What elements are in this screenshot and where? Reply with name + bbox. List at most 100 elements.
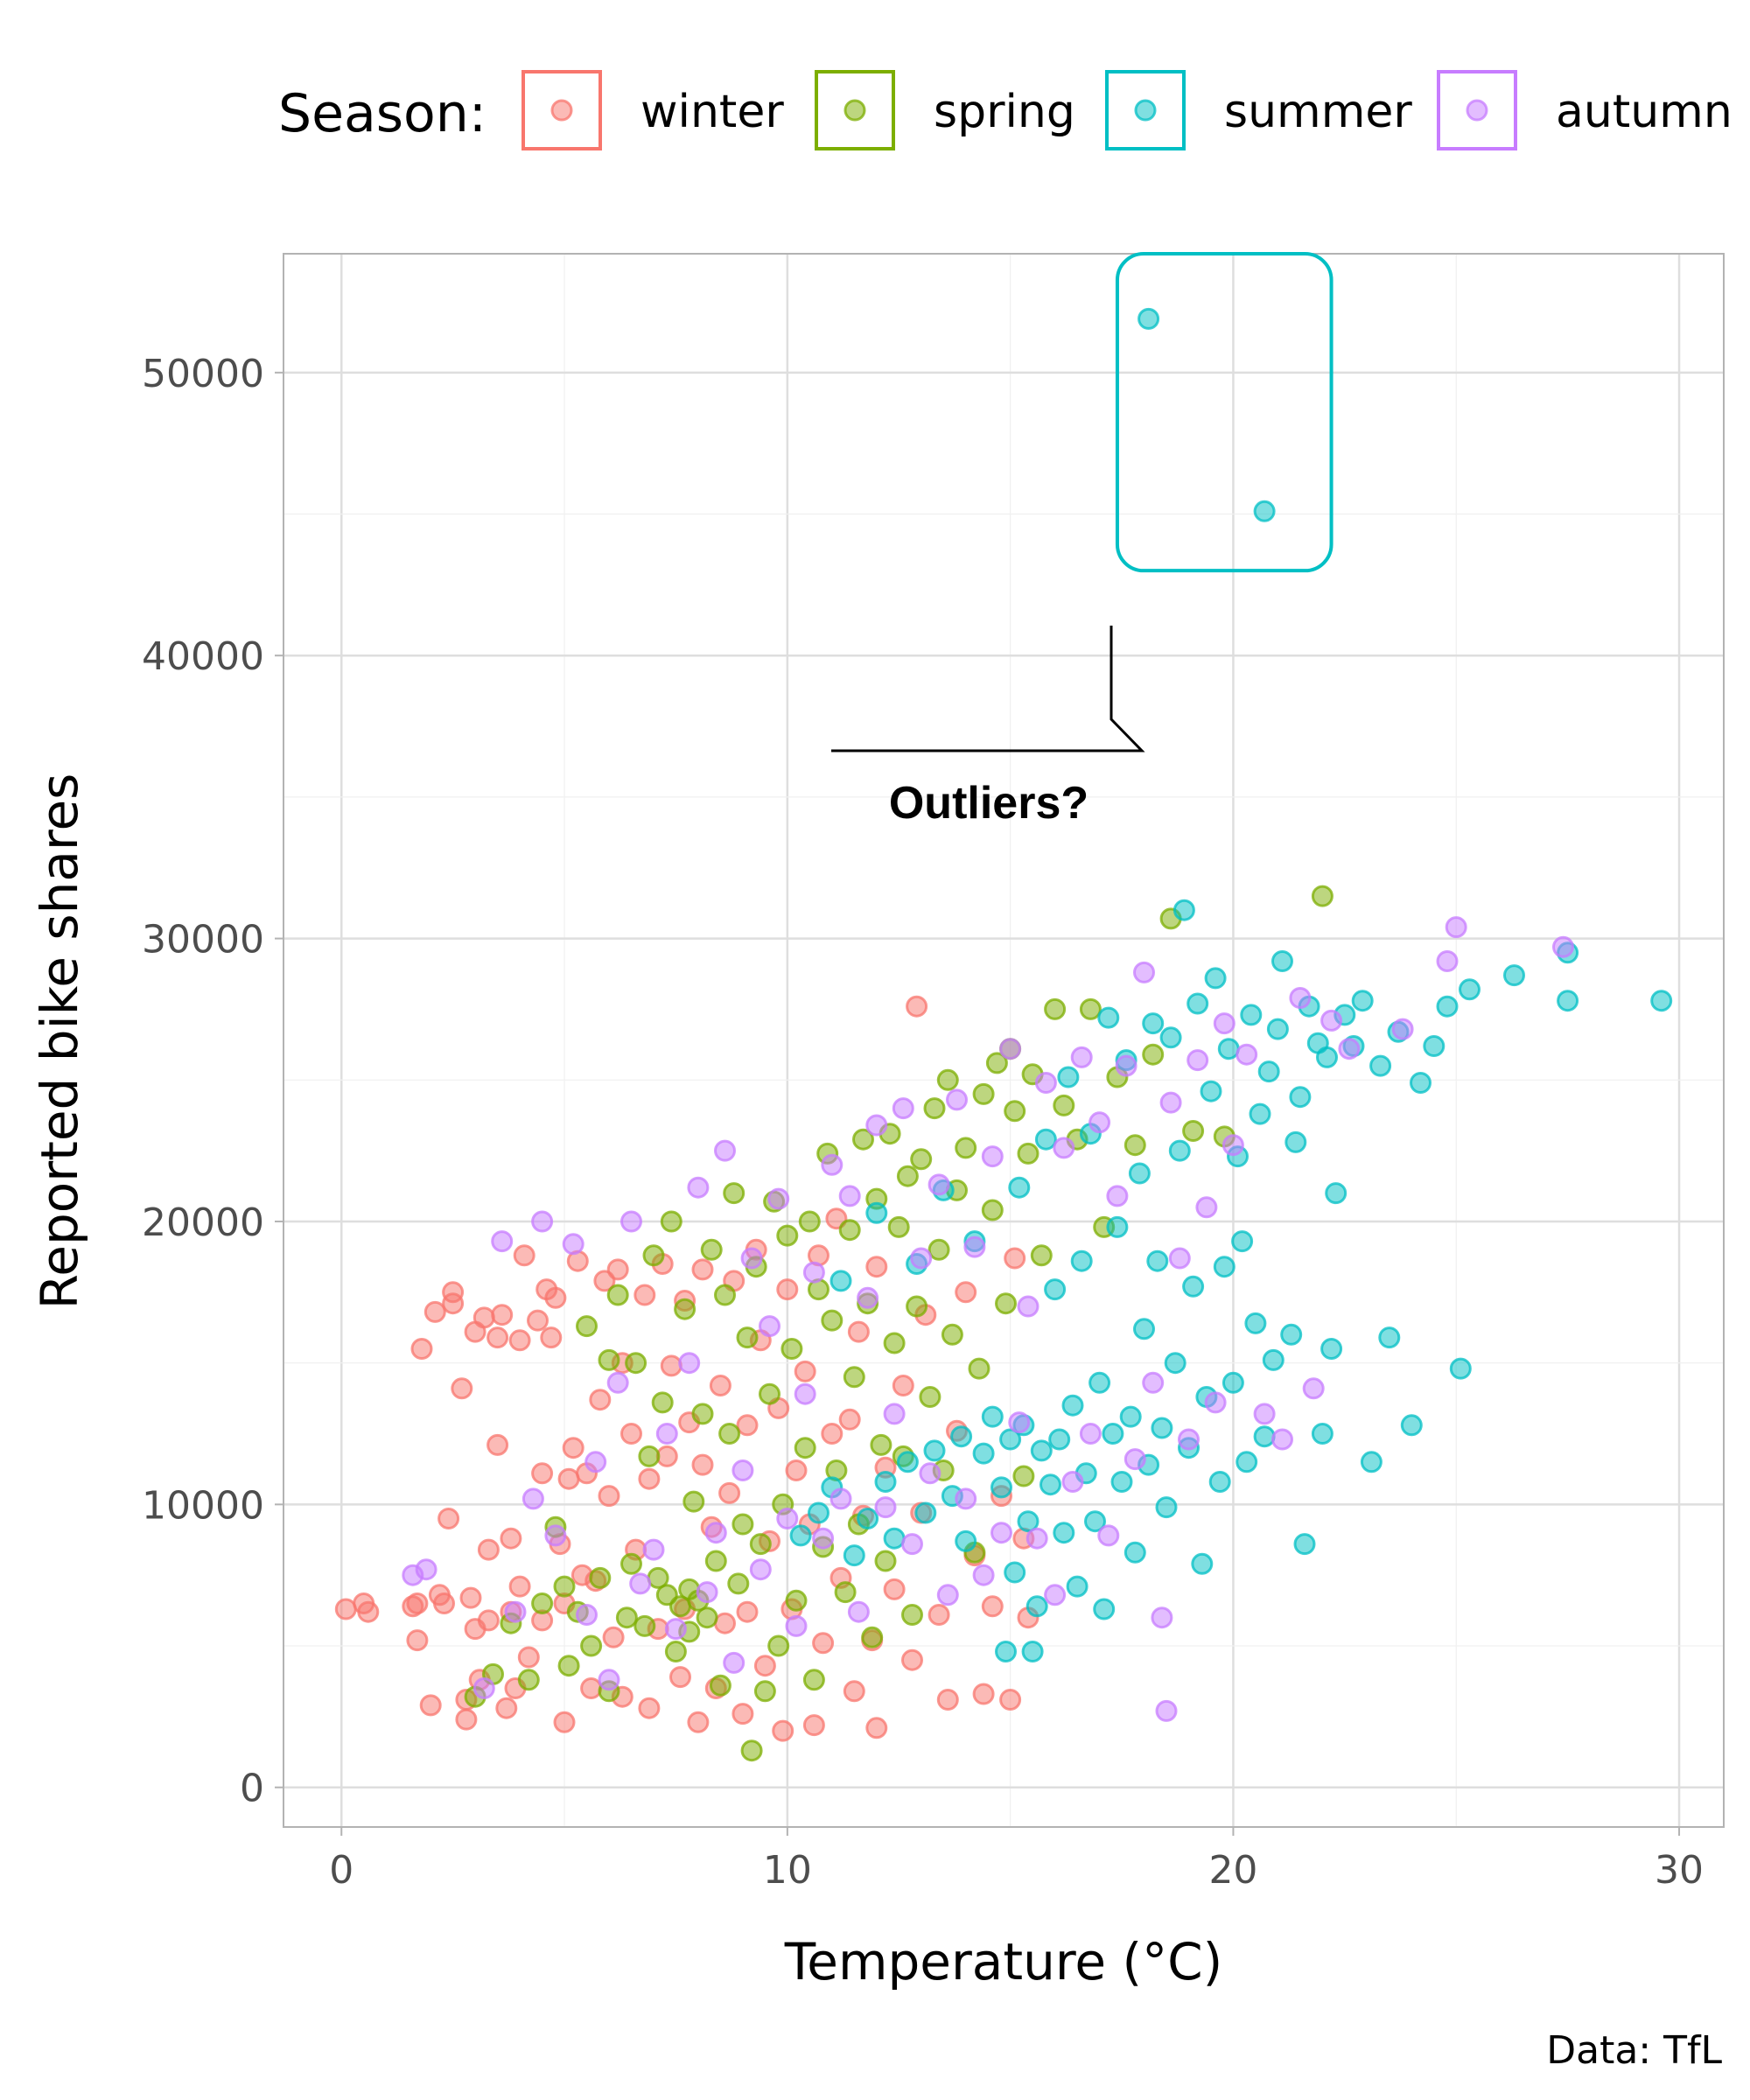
- point-winter: [508, 1575, 531, 1598]
- point-summer: [1204, 967, 1227, 990]
- outlier-annotation: Outliers?: [831, 252, 1334, 829]
- point-spring: [1004, 1100, 1026, 1123]
- point-spring: [883, 1332, 906, 1354]
- point-summer: [1423, 1035, 1446, 1057]
- point-autumn: [946, 1088, 968, 1111]
- point-autumn: [1097, 1524, 1120, 1547]
- point-winter: [838, 1408, 861, 1431]
- point-summer: [1133, 1318, 1155, 1340]
- point-spring: [928, 1238, 950, 1261]
- point-winter: [901, 1648, 923, 1671]
- point-autumn: [865, 1114, 888, 1137]
- point-spring: [995, 1292, 1017, 1315]
- point-winter: [602, 1626, 625, 1648]
- point-spring: [901, 1604, 923, 1626]
- point-winter: [544, 1286, 567, 1309]
- point-winter: [865, 1717, 888, 1740]
- point-summer: [843, 1544, 865, 1567]
- point-winter: [620, 1423, 642, 1445]
- point-spring: [638, 1445, 661, 1467]
- point-winter: [442, 1292, 465, 1315]
- point-winter: [687, 1711, 710, 1733]
- point-autumn: [1044, 1584, 1067, 1606]
- point-autumn: [1222, 1134, 1244, 1157]
- legend-label-summer: summer: [1224, 86, 1412, 138]
- point-autumn: [1271, 1428, 1293, 1451]
- point-autumn: [999, 1038, 1022, 1060]
- point-summer: [1124, 1541, 1146, 1564]
- point-summer: [1459, 978, 1480, 1001]
- point-autumn: [1115, 1054, 1138, 1077]
- point-winter: [491, 1304, 514, 1326]
- point-summer: [1320, 1338, 1343, 1360]
- point-autumn: [1436, 950, 1459, 972]
- point-winter: [794, 1360, 816, 1382]
- point-autumn: [1008, 1411, 1031, 1434]
- point-autumn: [1124, 1448, 1146, 1471]
- point-summer: [1088, 1371, 1111, 1394]
- point-summer: [1106, 1215, 1129, 1238]
- point-autumn: [1186, 1049, 1209, 1072]
- point-summer: [972, 1442, 995, 1465]
- point-spring: [941, 1323, 963, 1346]
- x-axis-title: Temperature (°C): [784, 1932, 1223, 1992]
- point-autumn: [704, 1522, 727, 1544]
- point-winter: [589, 1389, 612, 1411]
- point-summer: [896, 1451, 919, 1474]
- point-autumn: [472, 1677, 495, 1699]
- point-winter: [477, 1538, 500, 1561]
- point-summer: [1040, 1474, 1061, 1496]
- point-summer: [1142, 1012, 1165, 1035]
- point-spring: [620, 1552, 642, 1575]
- point-summer: [808, 1502, 830, 1524]
- point-spring: [696, 1606, 718, 1629]
- point-winter: [736, 1414, 759, 1437]
- y-tick-label: 0: [240, 1767, 264, 1811]
- point-autumn: [522, 1488, 544, 1510]
- point-winter: [776, 1278, 799, 1301]
- point-summer: [1231, 1230, 1254, 1253]
- point-summer: [1236, 1451, 1258, 1474]
- point-spring: [919, 1386, 942, 1408]
- point-summer: [1191, 1552, 1214, 1575]
- point-autumn: [491, 1230, 514, 1253]
- point-spring: [794, 1437, 816, 1460]
- point-summer: [1155, 1496, 1178, 1519]
- point-winter: [638, 1697, 661, 1719]
- data-points: [334, 307, 1673, 1762]
- point-summer: [1017, 1510, 1040, 1533]
- point-winter: [500, 1527, 522, 1550]
- point-autumn: [629, 1572, 652, 1595]
- point-summer: [1044, 1278, 1067, 1301]
- point-spring: [749, 1533, 772, 1556]
- point-autumn: [847, 1600, 870, 1623]
- point-spring: [838, 1219, 861, 1242]
- point-autumn: [544, 1524, 567, 1547]
- plot-panel: [283, 253, 1725, 1828]
- point-winter: [638, 1467, 661, 1490]
- point-spring: [664, 1641, 687, 1662]
- point-autumn: [740, 1247, 763, 1270]
- point-autumn: [901, 1533, 923, 1556]
- point-autumn: [1017, 1295, 1040, 1318]
- point-spring: [517, 1669, 540, 1691]
- point-spring: [625, 1352, 648, 1375]
- point-autumn: [910, 1247, 933, 1270]
- point-summer: [914, 1502, 937, 1524]
- point-winter: [486, 1326, 509, 1349]
- x-tick-label: 10: [763, 1848, 812, 1893]
- point-winter: [865, 1256, 888, 1278]
- point-winter: [531, 1462, 554, 1485]
- annotation-connector: [831, 626, 1145, 752]
- point-summer: [1182, 1275, 1205, 1298]
- point-autumn: [1168, 1247, 1191, 1270]
- point-winter: [999, 1689, 1022, 1711]
- point-spring: [732, 1513, 754, 1536]
- point-winter: [334, 1598, 357, 1620]
- point-winter: [357, 1600, 380, 1623]
- outlier-highlight-box: [1115, 252, 1334, 573]
- point-summer: [950, 1425, 973, 1448]
- point-winter: [753, 1655, 776, 1677]
- point-autumn: [1159, 1091, 1182, 1114]
- point-winter: [892, 1375, 914, 1396]
